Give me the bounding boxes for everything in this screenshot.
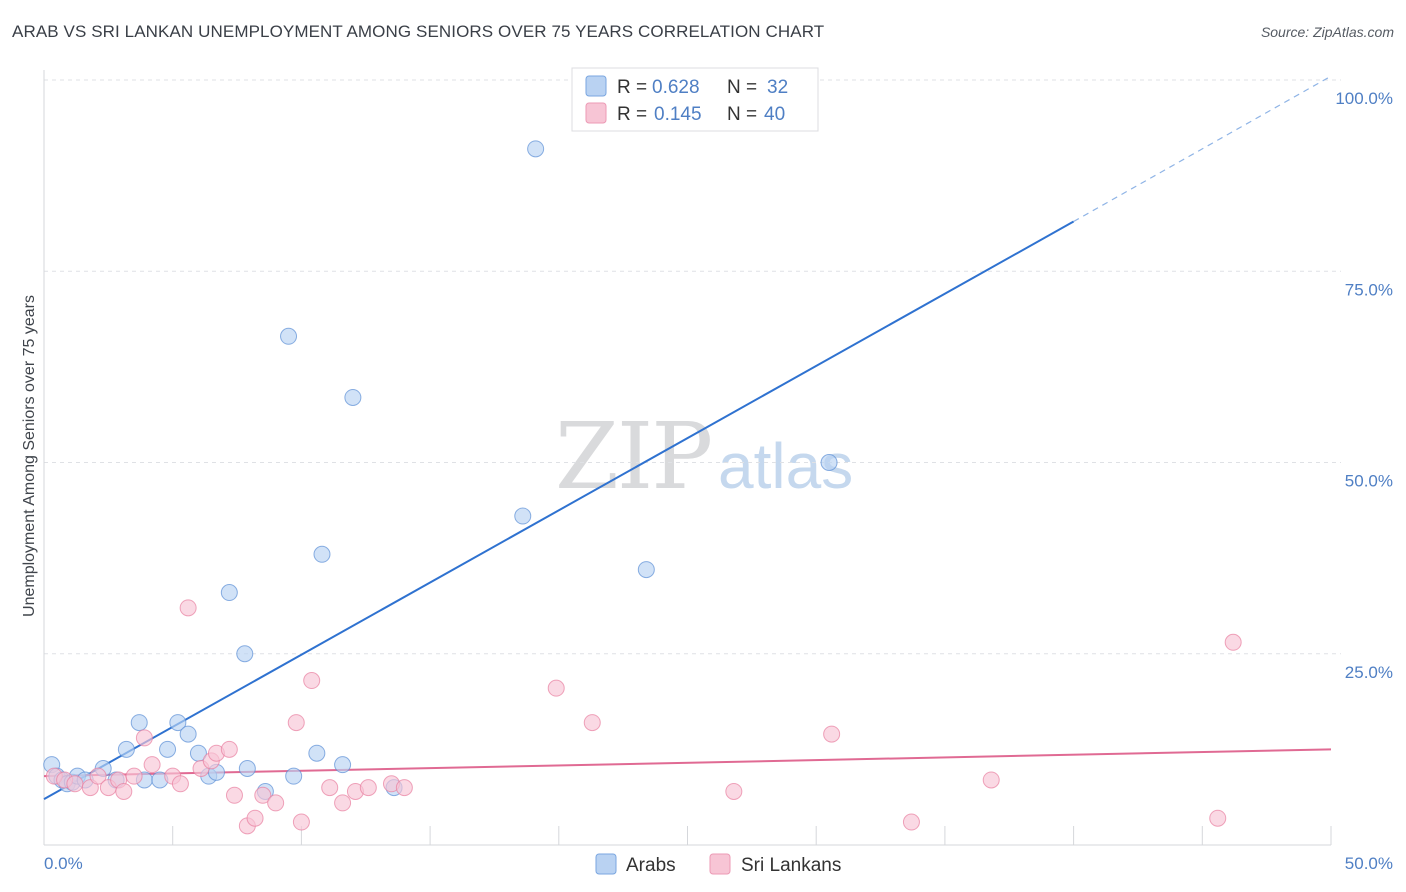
srilankans-trendline bbox=[43, 748, 1332, 778]
bottom-legend-swatch-arabs bbox=[595, 853, 617, 875]
arabs-point-30 bbox=[514, 507, 532, 525]
arabs-point-15 bbox=[179, 725, 197, 743]
srilankans-point-32 bbox=[547, 679, 565, 697]
series-legend: Arabs Sri Lankans bbox=[595, 853, 841, 876]
arabs-point-9 bbox=[117, 740, 135, 758]
legend-r-value-srilankans: 0.145 bbox=[654, 104, 702, 125]
srilankans-point-33 bbox=[583, 714, 601, 732]
legend-n-label-srilankans: N = bbox=[727, 104, 757, 125]
arabs-point-24 bbox=[285, 767, 303, 785]
stats-legend-box bbox=[571, 67, 819, 132]
trend-layer bbox=[43, 75, 1332, 800]
srilankans-point-12 bbox=[171, 775, 189, 793]
srilankans-point-36 bbox=[902, 813, 920, 831]
srilankans-point-8 bbox=[125, 767, 143, 785]
arabs-point-14 bbox=[169, 714, 187, 732]
legend-n-value-arabs: 32 bbox=[767, 77, 788, 98]
legend-r-label-arabs: R = bbox=[617, 77, 647, 98]
axis-layer bbox=[43, 70, 1332, 846]
arabs-point-10 bbox=[130, 714, 148, 732]
arabs-point-21 bbox=[238, 760, 256, 777]
srilankans-point-13 bbox=[179, 599, 197, 617]
arabs-point-13 bbox=[159, 740, 177, 758]
srilankans-point-9 bbox=[135, 729, 153, 747]
chart-title: ARAB VS SRI LANKAN UNEMPLOYMENT AMONG SE… bbox=[12, 22, 825, 41]
x-tick-label-1: 50.0% bbox=[1345, 854, 1393, 873]
srilankans-point-27 bbox=[334, 794, 352, 812]
srilankans-point-29 bbox=[359, 779, 377, 797]
srilankans-point-17 bbox=[220, 740, 238, 758]
arabs-point-26 bbox=[313, 545, 331, 563]
arabs-trendline bbox=[43, 220, 1075, 800]
arabs-point-25 bbox=[308, 744, 326, 762]
srilankans-point-34 bbox=[725, 782, 743, 800]
srilankans-point-18 bbox=[225, 786, 243, 804]
arabs-point-31 bbox=[527, 140, 545, 158]
points-layer bbox=[43, 140, 1242, 835]
y-tick-label-0: 25.0% bbox=[1345, 663, 1393, 682]
y-axis-title: Unemployment Among Seniors over 75 years bbox=[21, 295, 38, 617]
srilankans-point-31 bbox=[395, 779, 413, 797]
srilankans-point-2 bbox=[66, 775, 84, 793]
srilankans-point-37 bbox=[982, 771, 1000, 789]
srilankans-point-24 bbox=[292, 813, 310, 831]
srilankans-point-35 bbox=[823, 725, 841, 743]
bottom-legend-swatch-srilankans bbox=[709, 853, 731, 875]
srilankans-point-23 bbox=[287, 714, 305, 732]
srilankans-point-26 bbox=[321, 779, 339, 797]
y-tick-label-3: 100.0% bbox=[1335, 89, 1393, 108]
legend-n-value-srilankans: 40 bbox=[764, 104, 785, 125]
legend-swatch-srilankans bbox=[585, 102, 607, 124]
bottom-legend-label-srilankans: Sri Lankans bbox=[741, 855, 841, 876]
x-tick-label-0: 0.0% bbox=[44, 854, 83, 873]
srilankans-point-10 bbox=[143, 756, 161, 774]
source-label: Source: ZipAtlas.com bbox=[1260, 24, 1394, 40]
arabs-point-27 bbox=[334, 756, 352, 774]
srilankans-point-20 bbox=[246, 809, 264, 827]
srilankans-point-4 bbox=[89, 767, 107, 785]
legend-swatch-arabs bbox=[585, 75, 607, 97]
legend-n-label-arabs: N = bbox=[727, 77, 757, 98]
arabs-point-32 bbox=[637, 561, 655, 579]
y-tick-label-1: 50.0% bbox=[1345, 472, 1393, 491]
arabs-point-28 bbox=[344, 388, 362, 406]
watermark-zip: ZIP bbox=[555, 403, 711, 510]
legend-r-label-srilankans: R = bbox=[617, 104, 647, 125]
srilankans-point-39 bbox=[1224, 633, 1242, 651]
grid-layer bbox=[44, 79, 1341, 655]
bottom-legend-label-arabs: Arabs bbox=[626, 855, 676, 876]
y-tick-label-2: 75.0% bbox=[1345, 280, 1393, 299]
arabs-trendline-extrapolated bbox=[1073, 75, 1332, 223]
legend-r-value-arabs: 0.628 bbox=[652, 77, 700, 98]
srilankans-point-7 bbox=[115, 782, 133, 800]
srilankans-point-38 bbox=[1209, 809, 1227, 827]
srilankans-point-22 bbox=[267, 794, 285, 812]
arabs-point-33 bbox=[820, 454, 838, 471]
arabs-point-20 bbox=[236, 645, 254, 663]
srilankans-point-21 bbox=[254, 786, 272, 804]
arabs-point-23 bbox=[280, 327, 298, 345]
label-layer: 25.0% 50.0% 75.0% 100.0% 0.0% 50.0% bbox=[44, 89, 1393, 873]
srilankans-point-25 bbox=[303, 672, 321, 690]
stats-legend: R = 0.628 N = 32 R = 0.145 N = 40 bbox=[571, 67, 819, 132]
arabs-point-19 bbox=[220, 584, 238, 602]
